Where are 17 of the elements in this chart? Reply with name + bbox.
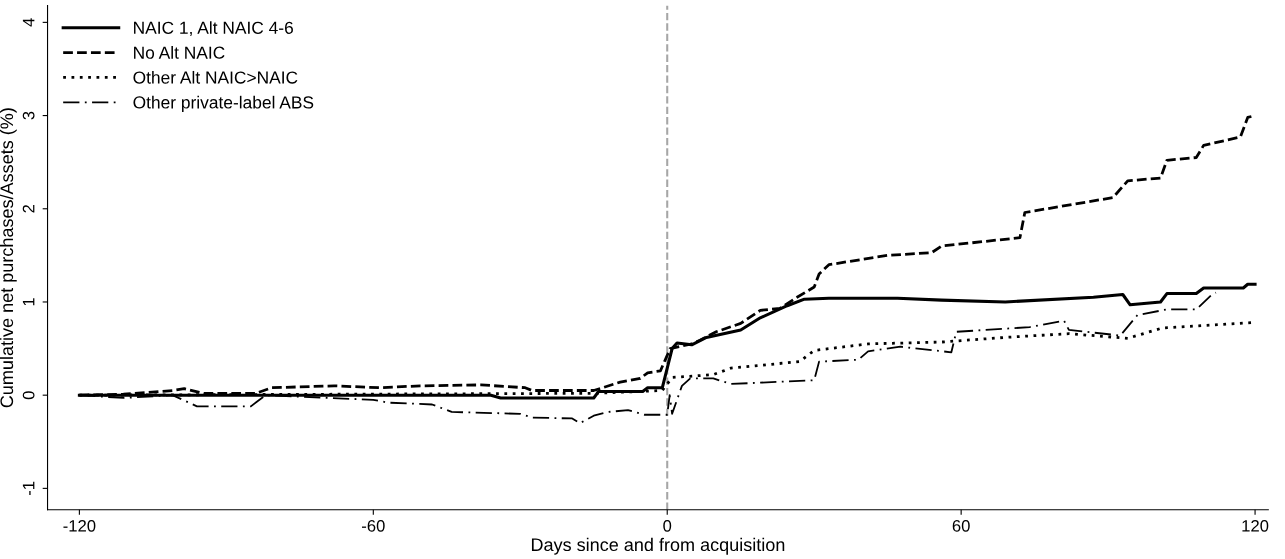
x-tick-label: 0: [663, 519, 672, 532]
y-tick-label: 3: [22, 111, 35, 120]
x-tick-label: 60: [952, 519, 970, 532]
legend-label: NAIC 1, Alt NAIC 4-6: [134, 21, 293, 37]
x-axis-title: Days since and from acquisition: [531, 537, 785, 555]
y-tick-label: 0: [22, 391, 35, 400]
y-tick-label: -1: [22, 481, 35, 496]
y-tick-label: 1: [22, 298, 35, 306]
x-tick-label: 120: [1242, 519, 1269, 532]
x-tick-label: -60: [362, 519, 385, 532]
y-tick-label: 4: [22, 18, 35, 27]
y-axis-title: Cumulative net purchases/Assets (%): [0, 108, 17, 408]
legend-label: No Alt NAIC: [134, 46, 225, 59]
legend-label: Other private-label ABS: [133, 95, 314, 112]
x-tick-label: -120: [63, 519, 96, 532]
y-tick-label: 2: [22, 204, 35, 213]
legend-label: Other Alt NAIC>NAIC: [133, 70, 298, 84]
